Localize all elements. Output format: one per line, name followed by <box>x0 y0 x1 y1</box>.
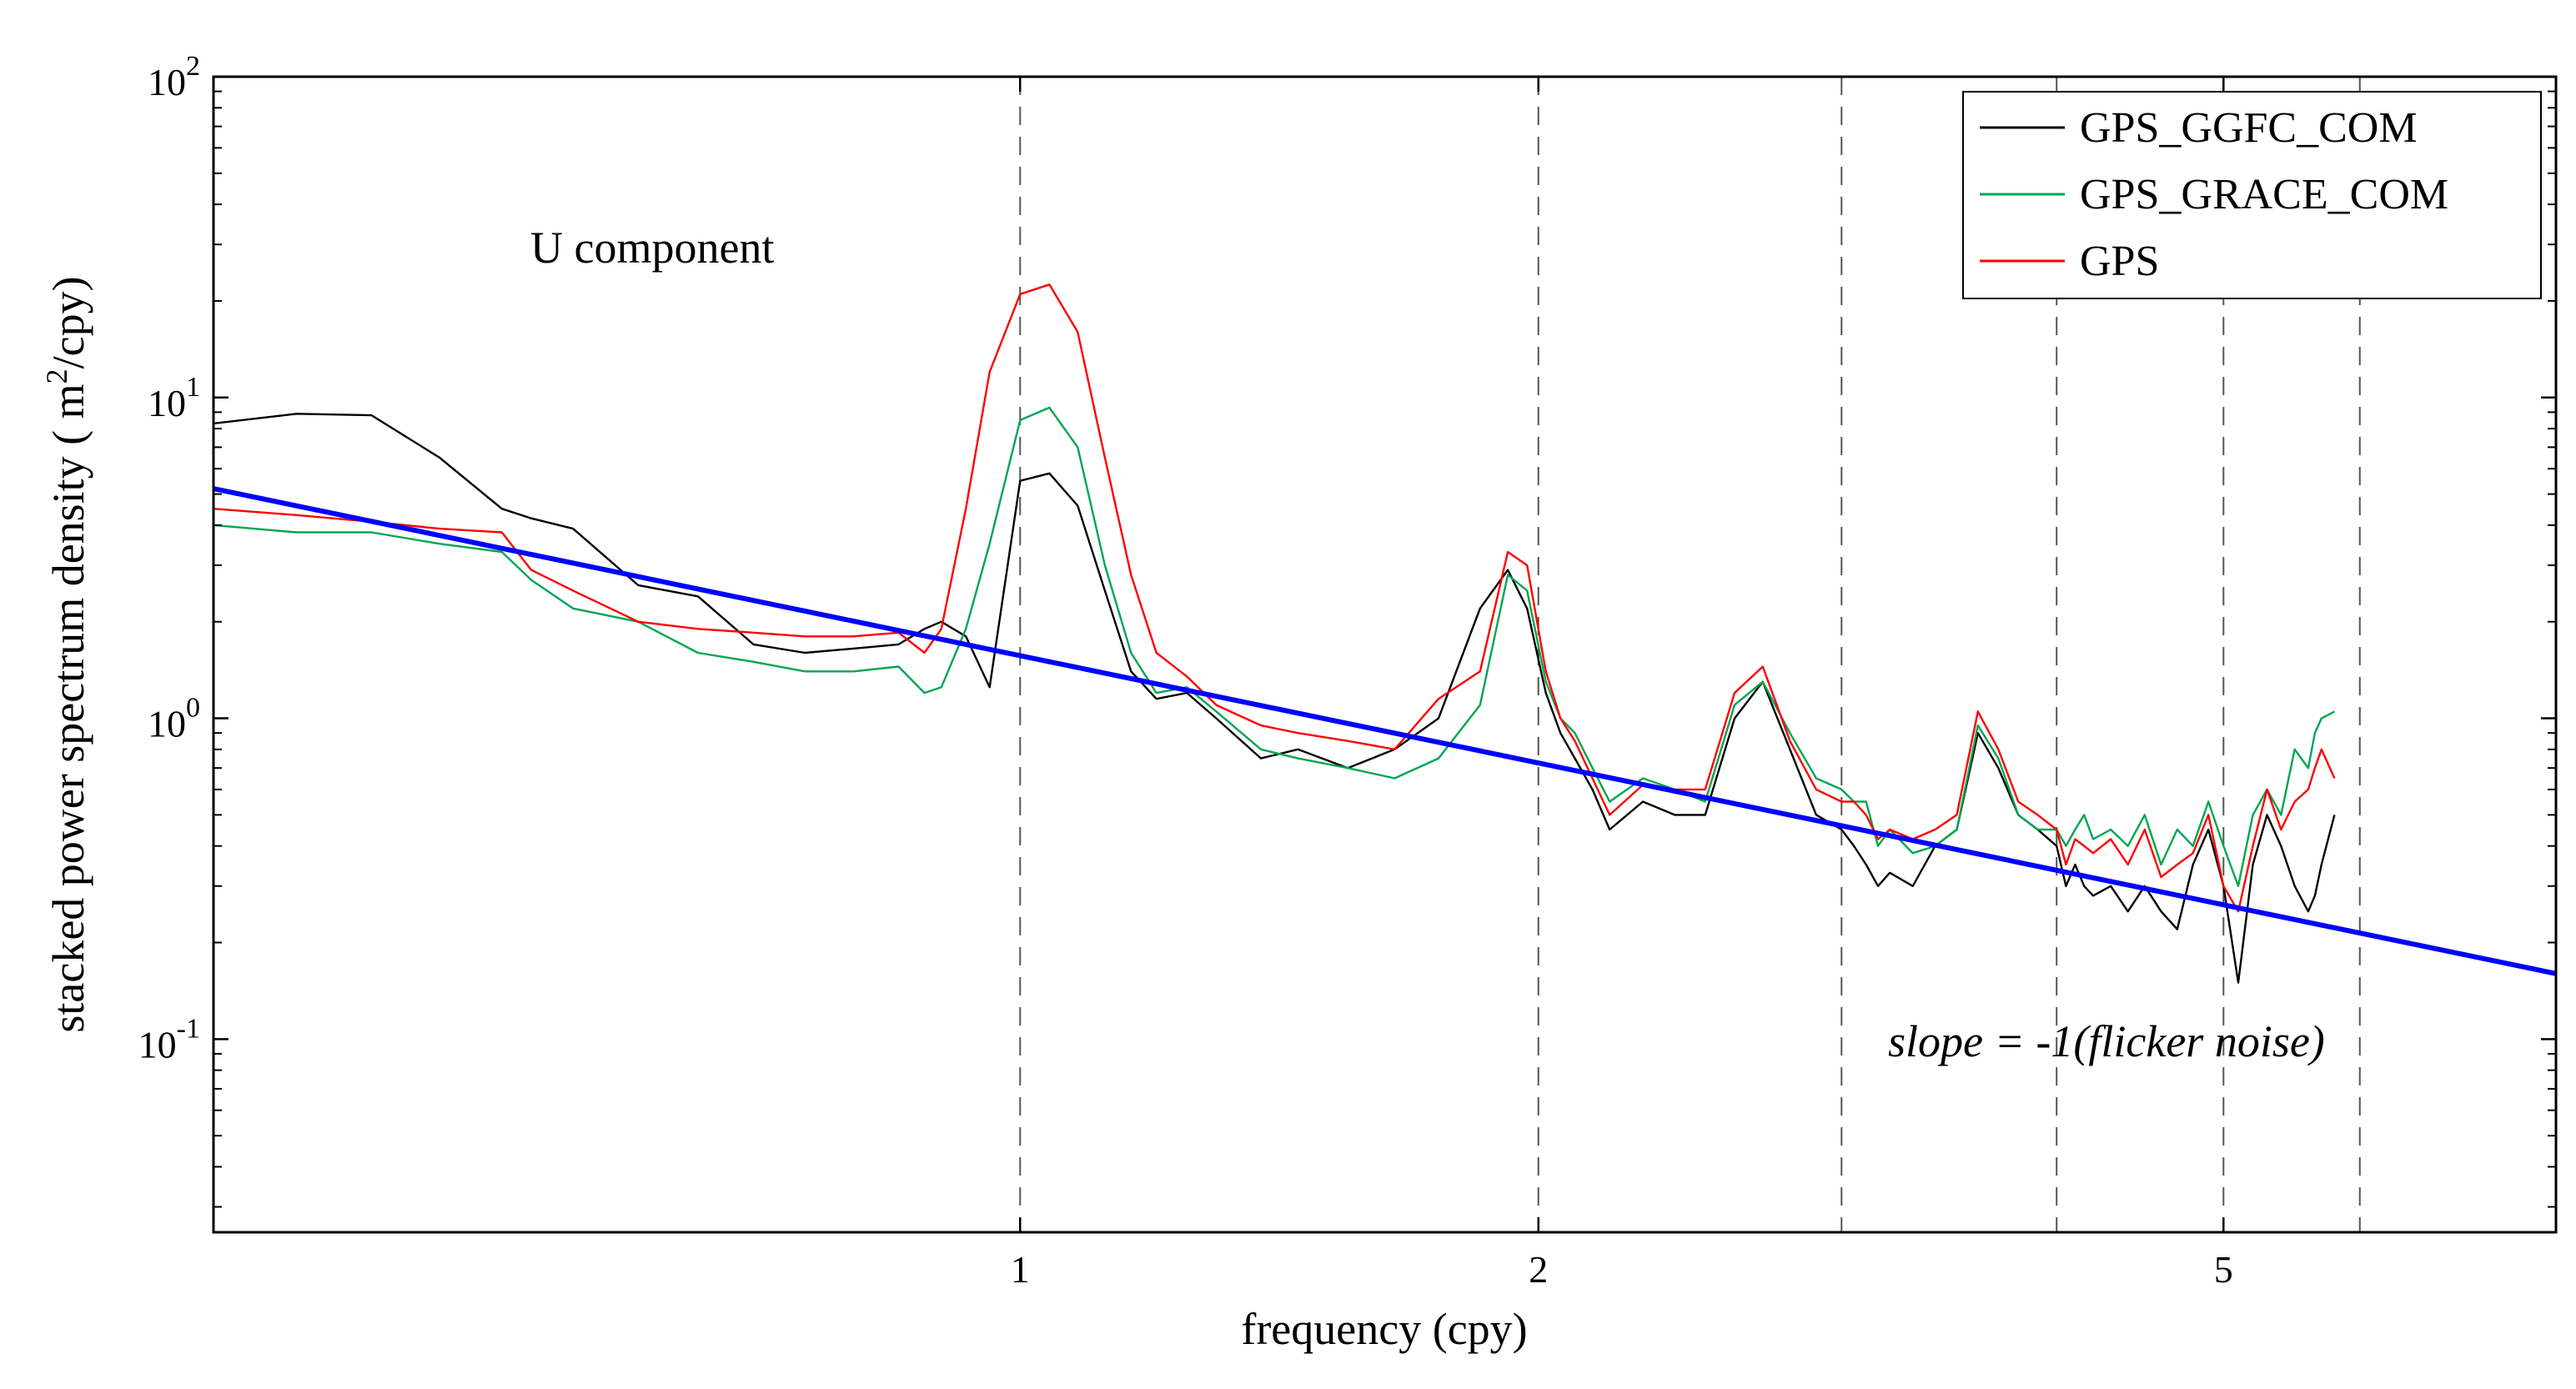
y-axis-title-main: stacked power spectrum density ( m <box>43 384 93 1032</box>
x-tick-label-5: 5 <box>2214 1248 2233 1291</box>
y-tick-label-3: 102 <box>148 51 200 103</box>
y-axis-title-tail: /cpy) <box>43 276 93 369</box>
y-axis-title-sup: 2 <box>40 369 73 384</box>
legend-label-gps: GPS <box>2080 238 2159 285</box>
y-tick-label-base-3: 10 <box>148 61 186 103</box>
plot-frame <box>212 75 2558 1234</box>
y-tick-label-1: 100 <box>148 693 200 745</box>
x-tick-labels: 1 2 5 <box>1011 1248 2233 1291</box>
x-axis-title: frequency (cpy) <box>1241 1304 1527 1354</box>
slope-annotation: slope = -1(flicker noise) <box>1888 1016 2325 1066</box>
y-tick-label-0: 10-1 <box>138 1013 200 1066</box>
y-tick-label-base-2: 10 <box>148 382 186 424</box>
y-axis-title: stacked power spectrum density ( m2/cpy) <box>40 276 93 1032</box>
y-tick-label-base-0: 10 <box>138 1023 177 1066</box>
axis-ticks <box>213 75 2556 1232</box>
y-tick-label-base-1: 10 <box>148 703 186 745</box>
legend-label-gps-grace-com: GPS_GRACE_COM <box>2080 171 2448 218</box>
legend: GPS_GGFC_COM GPS_GRACE_COM GPS <box>1962 91 2542 299</box>
component-annotation: U component <box>530 223 774 273</box>
y-tick-label-exp-1: 0 <box>186 693 200 724</box>
flicker-fit-line <box>213 486 2557 976</box>
y-tick-label-exp-2: 1 <box>186 372 200 403</box>
y-tick-label-2: 101 <box>148 372 200 424</box>
y-tick-label-exp-0: -1 <box>177 1013 200 1044</box>
x-tick-label-2: 2 <box>1529 1248 1548 1291</box>
y-tick-label-exp-3: 2 <box>186 51 200 82</box>
x-tick-label-1: 1 <box>1011 1248 1030 1291</box>
series-layer <box>213 283 2557 984</box>
legend-label-gps-ggfc-com: GPS_GGFC_COM <box>2080 104 2418 152</box>
series-gps-ggfc-com <box>213 413 2336 984</box>
